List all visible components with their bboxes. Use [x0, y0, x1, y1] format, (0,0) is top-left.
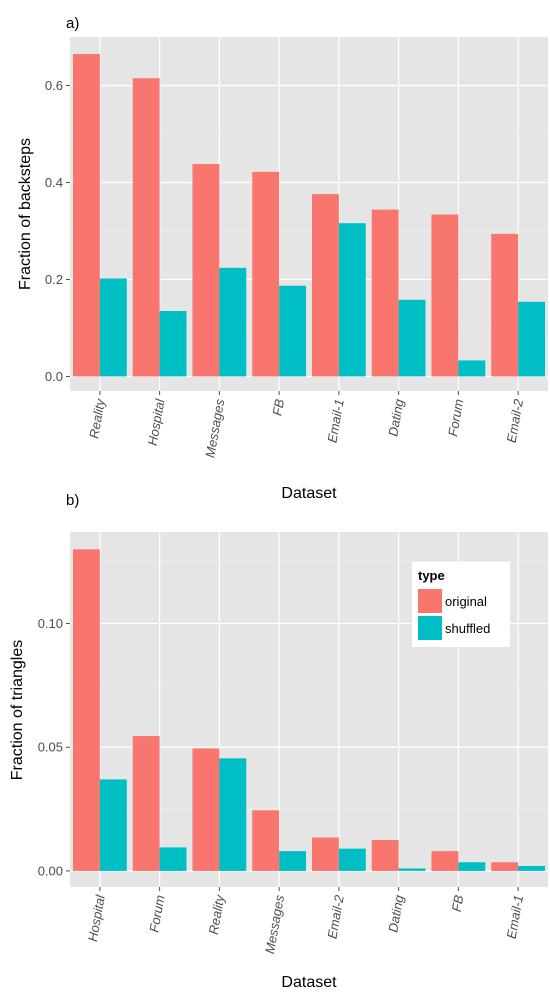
x-tick-label: Email-2	[324, 893, 347, 940]
x-tick-label: Hospital	[85, 893, 108, 943]
y-tick-label: 0.6	[45, 78, 63, 93]
y-tick-label: 0.2	[45, 272, 63, 287]
bar-original-Forum	[431, 214, 459, 377]
bar-shuffled-Email-2	[338, 848, 366, 871]
x-tick-label: Dating	[385, 397, 406, 437]
bar-shuffled-Hospital	[159, 310, 187, 377]
bar-original-Email-1	[491, 862, 519, 871]
y-tick-label: 0.05	[38, 740, 63, 755]
panel-label: a)	[66, 15, 79, 32]
bar-original-Email-2	[311, 837, 339, 871]
bar-shuffled-Reality	[99, 278, 127, 377]
bar-shuffled-Hospital	[99, 779, 127, 871]
bar-original-Dating	[371, 209, 399, 377]
y-axis-title: Fraction of triangles	[9, 640, 26, 781]
bar-shuffled-Forum	[159, 847, 187, 871]
bar-shuffled-Forum	[458, 360, 486, 377]
x-tick-label: Messages	[202, 397, 227, 458]
bar-original-Email-2	[491, 233, 519, 377]
legend-title: type	[418, 568, 445, 583]
bar-shuffled-FB	[279, 285, 307, 377]
bar-original-Messages	[252, 810, 280, 871]
legend-label-shuffled: shuffled	[445, 621, 490, 636]
bar-original-Hospital	[72, 549, 100, 871]
bar-shuffled-FB	[458, 862, 486, 871]
bar-shuffled-Email-2	[518, 301, 546, 377]
bar-original-Hospital	[132, 78, 160, 377]
bar-shuffled-Email-1	[518, 865, 546, 871]
bar-shuffled-Messages	[279, 851, 307, 871]
bar-original-FB	[431, 851, 459, 871]
bar-shuffled-Email-1	[338, 223, 366, 377]
x-tick-label: Forum	[445, 398, 466, 438]
chart-panel-2: b) 0.00 0.05 0.10 Hospital Forum Reality Messag…	[9, 492, 548, 991]
x-tick-label: Email-1	[504, 894, 526, 940]
x-tick-label: Hospital	[145, 397, 168, 447]
bar-original-Reality	[192, 748, 220, 871]
bar-original-Forum	[132, 736, 160, 871]
bar-original-Messages	[192, 164, 220, 377]
bar-original-FB	[252, 171, 280, 377]
y-tick-label: 0.4	[45, 175, 63, 190]
bar-shuffled-Dating	[398, 868, 426, 871]
x-tick-label: Email-1	[324, 398, 346, 444]
bar-original-Email-1	[311, 194, 339, 377]
x-tick-label: Dating	[385, 893, 406, 933]
x-axis-title: Dataset	[281, 485, 337, 502]
y-tick-label: 0.10	[38, 616, 63, 631]
bar-original-Reality	[72, 53, 100, 377]
bar-original-Dating	[371, 839, 399, 871]
legend-label-original: original	[445, 594, 487, 609]
x-tick-label: FB	[449, 894, 467, 913]
x-tick-label: Reality	[206, 892, 228, 935]
legend-key-original	[418, 589, 442, 613]
y-axis-title: Fraction of backsteps	[17, 138, 34, 290]
x-tick-label: FB	[269, 398, 287, 417]
bar-shuffled-Messages	[219, 267, 247, 377]
panel-label: b)	[66, 492, 79, 509]
x-axis-title: Dataset	[281, 974, 337, 991]
x-tick-label: Forum	[146, 894, 167, 934]
bar-shuffled-Reality	[219, 758, 247, 871]
y-tick-label: 0.0	[45, 369, 63, 384]
x-tick-label: Email-2	[504, 397, 527, 444]
y-tick-label: 0.00	[38, 863, 63, 878]
x-tick-label: Messages	[262, 893, 287, 954]
x-tick-label: Reality	[86, 396, 108, 439]
chart-panel-1: a) 0.0 0.2 0.4 0.6 Reality Hospital Messages FB E…	[17, 15, 548, 502]
legend-key-shuffled	[418, 616, 442, 640]
bar-shuffled-Dating	[398, 299, 426, 377]
